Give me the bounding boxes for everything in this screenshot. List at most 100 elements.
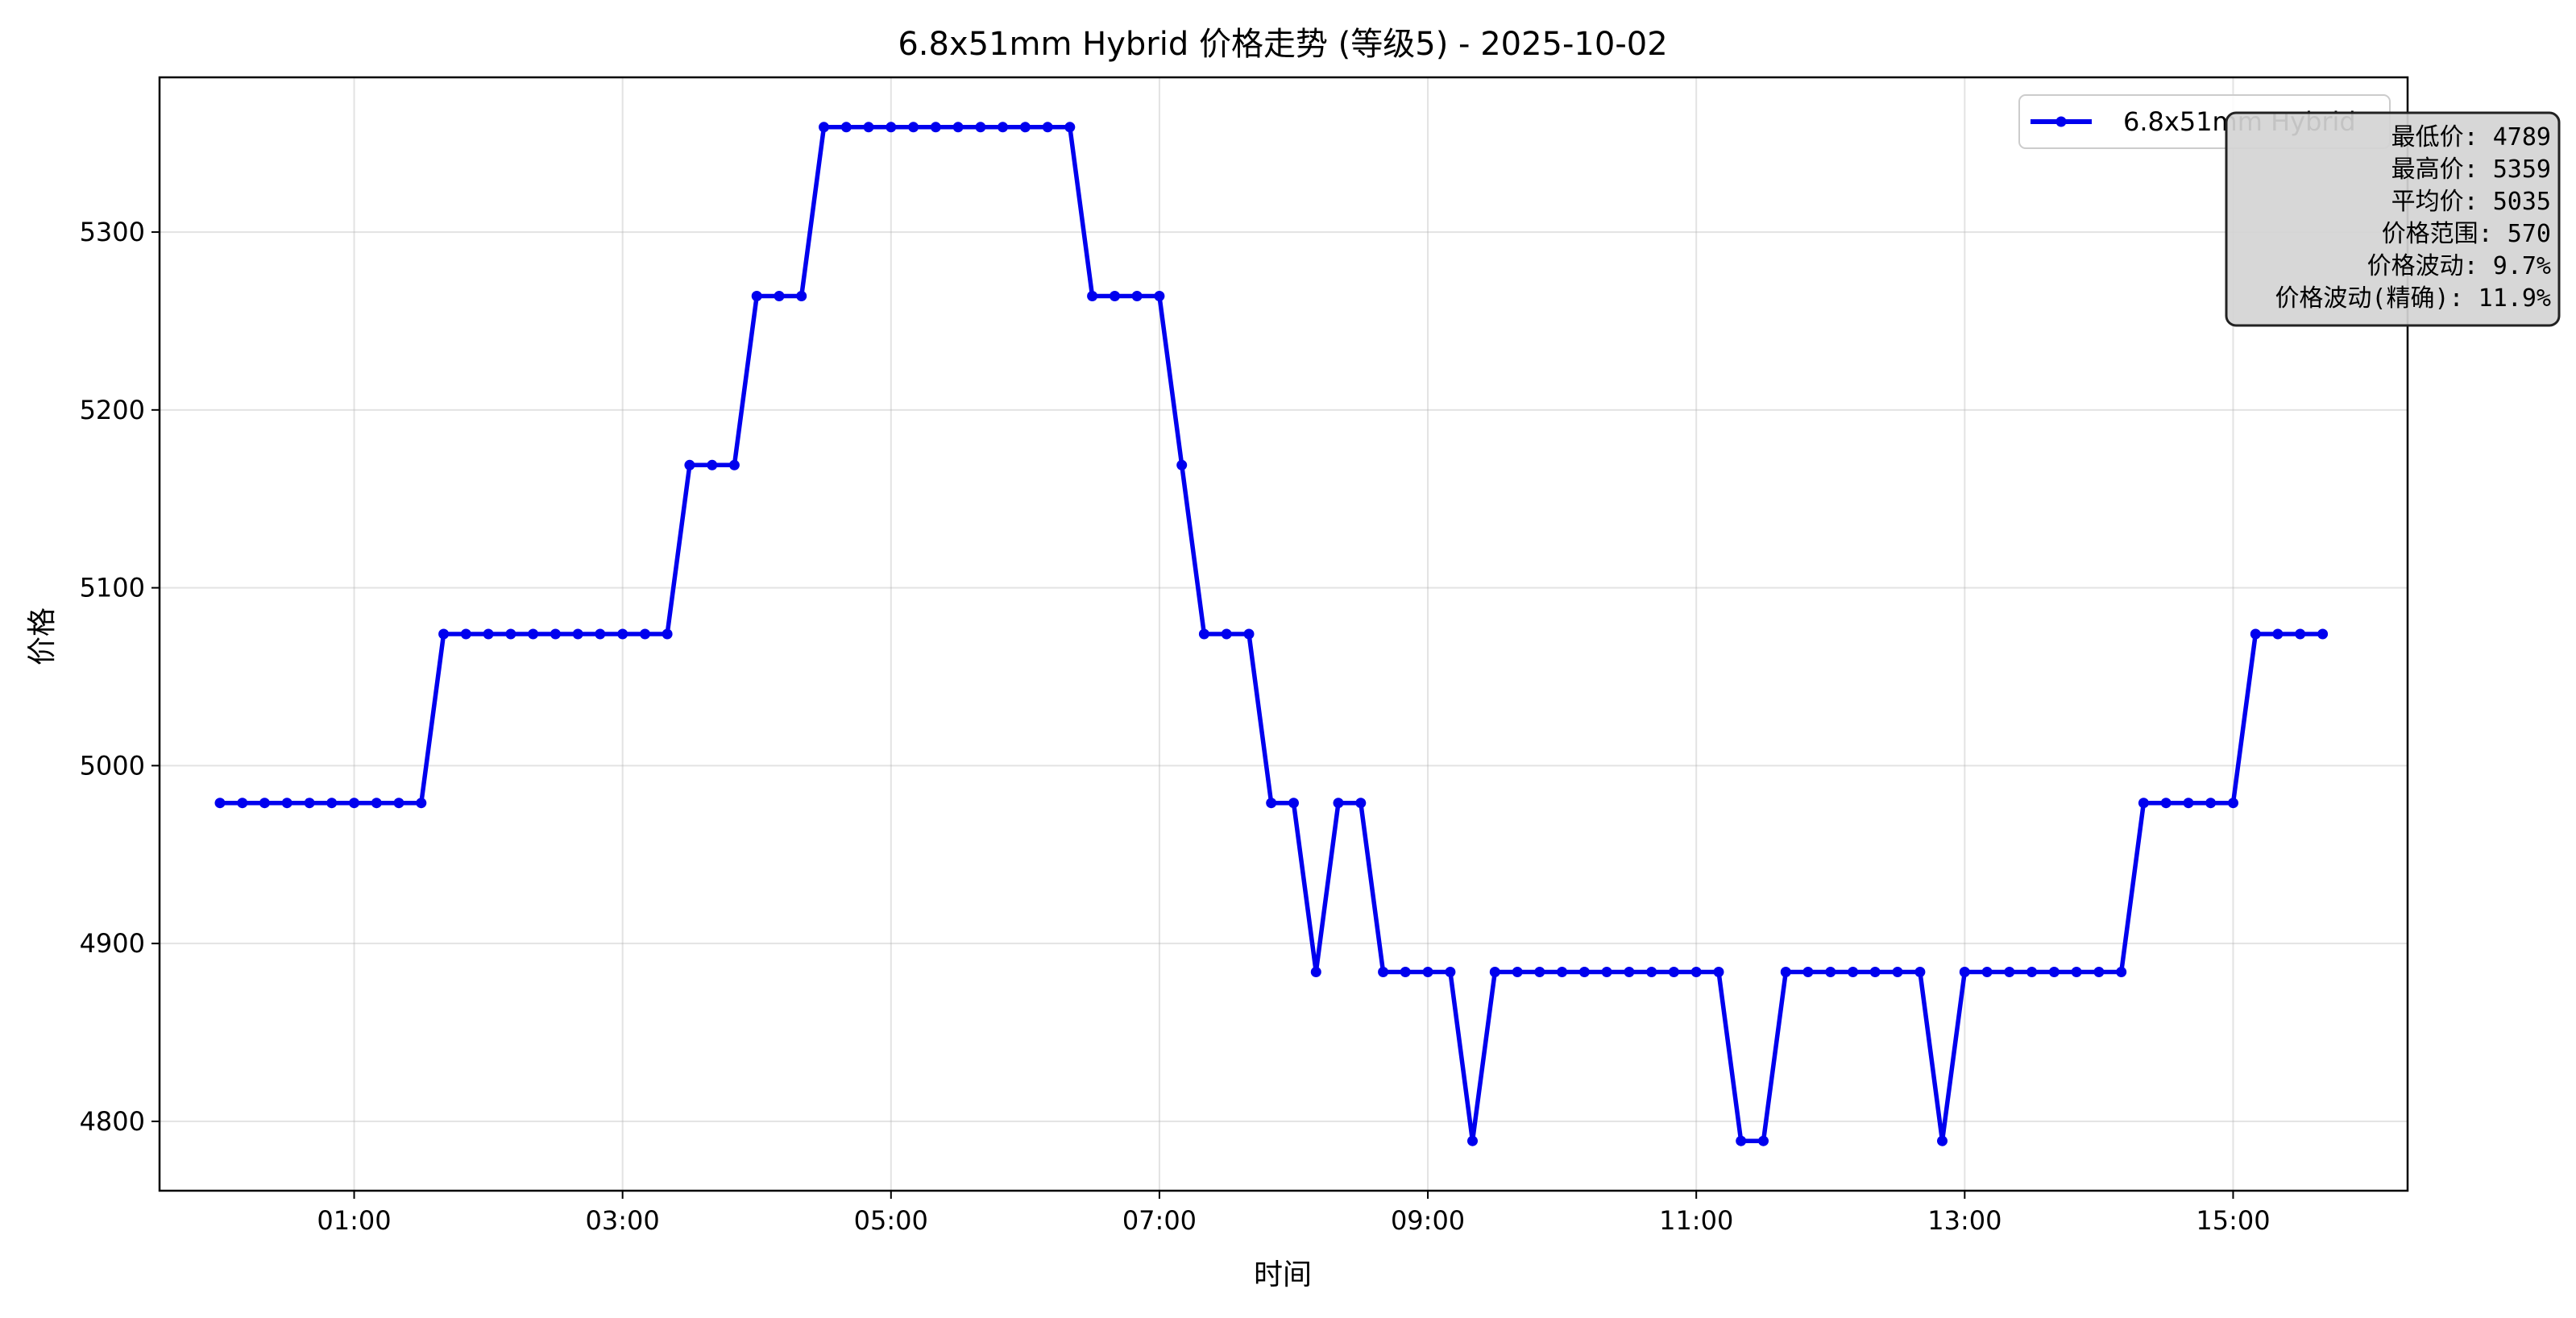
data-point bbox=[2160, 798, 2172, 809]
data-point bbox=[2048, 967, 2060, 977]
data-point bbox=[259, 798, 270, 809]
data-point bbox=[2228, 798, 2238, 809]
data-point bbox=[952, 122, 964, 133]
data-point bbox=[1489, 967, 1500, 977]
data-point bbox=[214, 798, 226, 809]
x-tick-label: 09:00 bbox=[1391, 1205, 1465, 1236]
data-point bbox=[819, 122, 829, 133]
legend-marker-sample bbox=[2055, 116, 2067, 127]
data-point bbox=[1914, 967, 1926, 977]
data-point bbox=[1825, 967, 1836, 977]
stats-line-volatility-precise: 价格波动(精确): 11.9% bbox=[2275, 284, 2551, 313]
data-point bbox=[2272, 628, 2284, 640]
data-point bbox=[640, 628, 650, 640]
stats-line-min: 最低价: 4789 bbox=[2391, 123, 2551, 151]
data-point bbox=[281, 798, 292, 809]
x-tick-label: 07:00 bbox=[1122, 1205, 1197, 1236]
data-point bbox=[2071, 967, 2082, 977]
data-point bbox=[1176, 459, 1188, 470]
plot-frame bbox=[158, 76, 2409, 1192]
data-point bbox=[1154, 291, 1165, 301]
y-tick-label: 5300 bbox=[80, 217, 145, 247]
data-point bbox=[662, 628, 673, 640]
data-point bbox=[863, 122, 874, 133]
data-point bbox=[998, 122, 1008, 133]
data-point bbox=[1422, 967, 1433, 977]
stats-box-background bbox=[2225, 111, 2561, 327]
data-point bbox=[840, 122, 852, 133]
data-point bbox=[2250, 628, 2261, 640]
data-point bbox=[237, 798, 248, 809]
data-point bbox=[2317, 628, 2329, 640]
data-point bbox=[1690, 967, 1702, 977]
data-point bbox=[2138, 798, 2149, 809]
data-point bbox=[438, 628, 450, 640]
data-point bbox=[1981, 967, 1993, 977]
data-point bbox=[1288, 798, 1299, 809]
data-point bbox=[528, 628, 539, 640]
data-point bbox=[1758, 1135, 1769, 1146]
x-tick-label: 15:00 bbox=[2196, 1205, 2270, 1236]
data-point bbox=[1780, 967, 1791, 977]
data-point bbox=[1266, 798, 1277, 809]
data-point bbox=[349, 798, 359, 809]
x-tick-label: 11:00 bbox=[1659, 1205, 1733, 1236]
data-point bbox=[483, 628, 494, 640]
data-point bbox=[1355, 798, 1367, 809]
x-tick-label: 13:00 bbox=[1927, 1205, 2001, 1236]
stats-line-max: 最高价: 5359 bbox=[2391, 155, 2551, 184]
data-point bbox=[1445, 967, 1456, 977]
data-point bbox=[2295, 628, 2306, 640]
data-point bbox=[1019, 122, 1031, 133]
stats-line-avg: 平均价: 5035 bbox=[2391, 188, 2551, 216]
data-point bbox=[751, 291, 762, 301]
data-point bbox=[2183, 798, 2194, 809]
data-point bbox=[1243, 628, 1255, 640]
data-point bbox=[1848, 967, 1859, 977]
data-point bbox=[930, 122, 941, 133]
data-point bbox=[304, 798, 315, 809]
data-point bbox=[1310, 967, 1321, 977]
data-point bbox=[1087, 291, 1098, 301]
data-point bbox=[2093, 967, 2105, 977]
data-point bbox=[774, 291, 785, 301]
data-point bbox=[1064, 122, 1076, 133]
data-point bbox=[1624, 967, 1635, 977]
chart-title: 6.8x51mm Hybrid 价格走势 (等级5) - 2025-10-02 bbox=[898, 26, 1667, 63]
data-point bbox=[1736, 1135, 1747, 1146]
data-point bbox=[1937, 1135, 1948, 1146]
y-tick-label: 4800 bbox=[80, 1106, 145, 1137]
grid bbox=[160, 77, 2408, 1191]
data-point bbox=[1668, 967, 1679, 977]
data-point bbox=[1467, 1135, 1478, 1146]
data-point bbox=[1892, 967, 1903, 977]
data-point bbox=[505, 628, 516, 640]
data-point bbox=[1400, 967, 1411, 977]
data-point bbox=[1110, 291, 1120, 301]
data-point bbox=[728, 459, 740, 470]
data-point bbox=[796, 291, 807, 301]
x-tick-label: 01:00 bbox=[317, 1205, 391, 1236]
data-point bbox=[707, 459, 718, 470]
data-point bbox=[1221, 628, 1232, 640]
data-point bbox=[1131, 291, 1143, 301]
data-point bbox=[684, 459, 695, 470]
data-point bbox=[572, 628, 583, 640]
data-point bbox=[1869, 967, 1881, 977]
stats-line-volatility: 价格波动: 9.7% bbox=[2367, 252, 2551, 280]
x-tick-label: 05:00 bbox=[854, 1205, 928, 1236]
y-axis: 4800 4900 5000 5100 5200 5300 bbox=[80, 217, 160, 1137]
data-point bbox=[1378, 967, 1389, 977]
series-layer bbox=[214, 122, 2329, 1146]
data-point bbox=[1713, 967, 1724, 977]
data-point bbox=[908, 122, 919, 133]
data-point bbox=[2026, 967, 2038, 977]
data-point bbox=[326, 798, 338, 809]
data-point bbox=[2205, 798, 2217, 809]
data-point bbox=[371, 798, 382, 809]
data-point bbox=[2116, 967, 2127, 977]
x-tick-label: 03:00 bbox=[586, 1205, 660, 1236]
data-point bbox=[416, 798, 427, 809]
